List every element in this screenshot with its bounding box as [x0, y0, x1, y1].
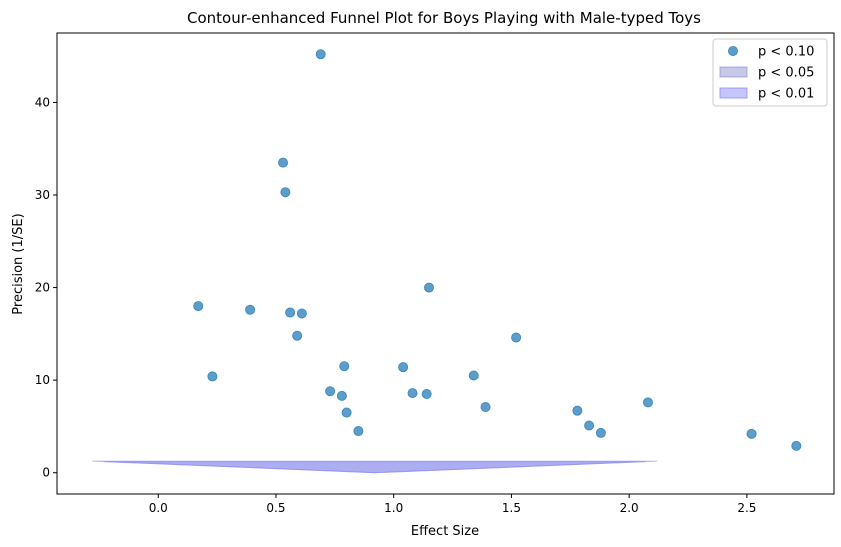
- x-tick-label: 2.0: [620, 501, 639, 515]
- y-tick-label: 20: [35, 281, 50, 295]
- contour-layer: [92, 460, 658, 474]
- data-point: [407, 388, 418, 399]
- data-point: [398, 362, 409, 373]
- data-point: [468, 370, 479, 381]
- legend-label: p < 0.10: [758, 45, 814, 60]
- contour-region: [92, 460, 658, 474]
- data-point: [336, 390, 347, 401]
- y-tick-label: 40: [35, 95, 50, 109]
- x-tick-label: 0.0: [149, 501, 168, 515]
- data-point: [325, 386, 336, 397]
- x-axis-label: Effect Size: [411, 524, 479, 539]
- y-tick-label: 10: [35, 373, 50, 387]
- legend-patch: [719, 87, 748, 99]
- legend-box: [712, 38, 828, 107]
- data-point: [584, 420, 595, 431]
- data-point: [315, 49, 326, 60]
- legend-label: p < 0.05: [758, 66, 814, 81]
- data-point: [595, 427, 606, 438]
- data-point: [278, 157, 289, 168]
- legend-patch: [719, 66, 748, 78]
- data-point: [511, 332, 522, 343]
- data-point: [292, 330, 303, 341]
- x-tick-label: 1.0: [384, 501, 403, 515]
- data-point: [296, 308, 307, 319]
- data-point: [341, 407, 352, 418]
- data-point: [642, 397, 653, 408]
- y-axis: 0 10 20 30 40: [35, 95, 57, 480]
- data-point: [193, 301, 204, 312]
- legend-label: p < 0.01: [758, 87, 814, 102]
- plot-frame: [56, 32, 835, 495]
- data-point: [421, 389, 432, 400]
- x-tick-label: 2.5: [737, 501, 756, 515]
- legend-marker: [728, 46, 739, 57]
- data-point: [480, 401, 491, 412]
- data-point: [207, 371, 218, 382]
- data-point: [791, 440, 802, 451]
- chart-title: Contour-enhanced Funnel Plot for Boys Pl…: [187, 9, 701, 27]
- x-axis: 0.0 0.5 1.0 1.5 2.0 2.5: [149, 494, 756, 515]
- data-point: [245, 304, 256, 315]
- y-tick-label: 30: [35, 188, 50, 202]
- legend: p < 0.10 p < 0.05 p < 0.01: [712, 38, 828, 107]
- y-tick-label: 0: [42, 466, 50, 480]
- data-point: [353, 426, 364, 437]
- data-point: [746, 428, 757, 439]
- x-tick-label: 0.5: [266, 501, 285, 515]
- data-point: [339, 361, 350, 372]
- data-point: [572, 405, 583, 416]
- x-tick-label: 1.5: [502, 501, 521, 515]
- data-point: [424, 282, 435, 293]
- points-layer: [193, 49, 802, 451]
- y-axis-label: Precision (1/SE): [11, 213, 26, 314]
- data-point: [280, 187, 291, 198]
- data-point: [285, 307, 296, 318]
